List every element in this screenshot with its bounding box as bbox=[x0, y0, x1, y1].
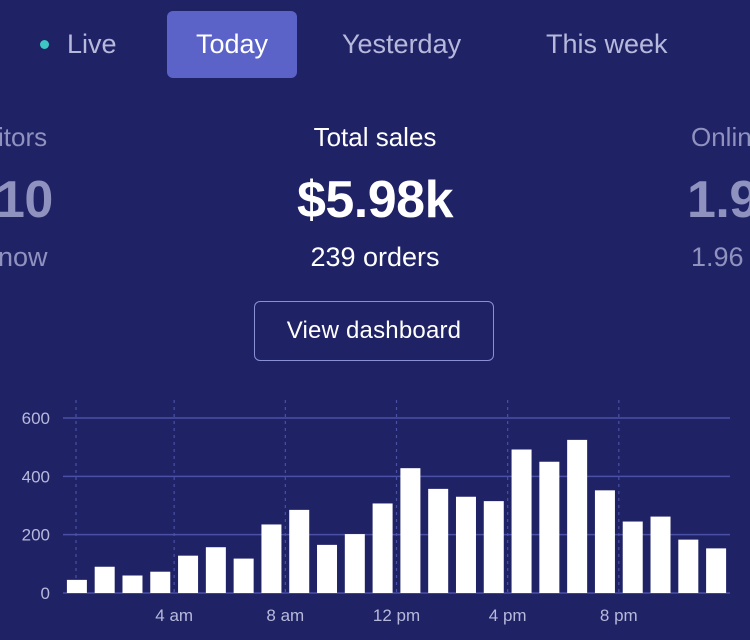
chart-bar bbox=[650, 516, 671, 593]
hourly-sales-chart: 0 200 400 600 4 am 8 am 12 pm 4 pm 8 pm bbox=[22, 400, 730, 625]
tab-yesterday-label: Yesterday bbox=[342, 29, 462, 59]
chart-bar bbox=[594, 490, 615, 593]
y-tick-label: 0 bbox=[41, 584, 50, 603]
chart-bar bbox=[66, 579, 87, 593]
online-store-value: 1.9 bbox=[687, 171, 750, 229]
view-dashboard-button[interactable]: View dashboard bbox=[254, 301, 494, 361]
chart-bar bbox=[372, 503, 393, 593]
y-tick-label: 400 bbox=[22, 467, 50, 486]
chart-bar bbox=[205, 547, 226, 593]
chart-bar bbox=[567, 439, 588, 593]
tab-yesterday[interactable]: Yesterday bbox=[342, 11, 461, 78]
chart-bar bbox=[261, 524, 282, 593]
chart-bar bbox=[483, 501, 504, 593]
chart-bar bbox=[344, 534, 365, 593]
y-tick-label: 600 bbox=[22, 409, 50, 428]
chart-bar bbox=[706, 548, 727, 593]
x-tick-label: 4 pm bbox=[489, 606, 527, 625]
orders-count: 239 orders bbox=[310, 242, 440, 272]
chart-bar bbox=[317, 544, 338, 593]
view-dashboard-label: View dashboard bbox=[286, 317, 462, 344]
total-sales-value: $5.98k bbox=[296, 171, 454, 229]
chart-bar bbox=[511, 449, 532, 593]
chart-bar bbox=[233, 558, 254, 593]
tab-this-week[interactable]: This week bbox=[546, 11, 668, 78]
chart-bar bbox=[289, 509, 310, 593]
visitors-value: 10 bbox=[0, 171, 53, 229]
chart-bar bbox=[178, 555, 199, 593]
online-store-sub: 1.96 bbox=[691, 242, 744, 272]
chart-bar bbox=[428, 488, 449, 593]
tab-live-label: Live bbox=[67, 29, 117, 59]
x-tick-label: 12 pm bbox=[373, 606, 420, 625]
chart-bar bbox=[678, 539, 699, 593]
online-store-label: Onlin bbox=[691, 122, 750, 152]
x-tick-label: 4 am bbox=[155, 606, 193, 625]
tab-today[interactable]: Today bbox=[167, 11, 297, 78]
chart-bar bbox=[150, 571, 171, 593]
chart-bar bbox=[122, 575, 143, 593]
chart-bar bbox=[94, 566, 115, 593]
y-tick-label: 200 bbox=[22, 526, 50, 545]
x-tick-label: 8 am bbox=[266, 606, 304, 625]
total-sales-label: Total sales bbox=[313, 122, 437, 152]
chart-bar bbox=[455, 496, 476, 593]
tab-live[interactable]: Live bbox=[40, 11, 150, 78]
live-dot-icon bbox=[40, 40, 49, 49]
tab-today-label: Today bbox=[195, 29, 269, 59]
tab-this-week-label: This week bbox=[546, 29, 668, 59]
x-tick-label: 8 pm bbox=[600, 606, 638, 625]
visitors-sub: now bbox=[0, 242, 48, 272]
visitors-label: itors bbox=[0, 122, 48, 152]
chart-bar bbox=[400, 468, 421, 593]
chart-bar bbox=[622, 521, 643, 593]
chart-bar bbox=[539, 461, 560, 593]
